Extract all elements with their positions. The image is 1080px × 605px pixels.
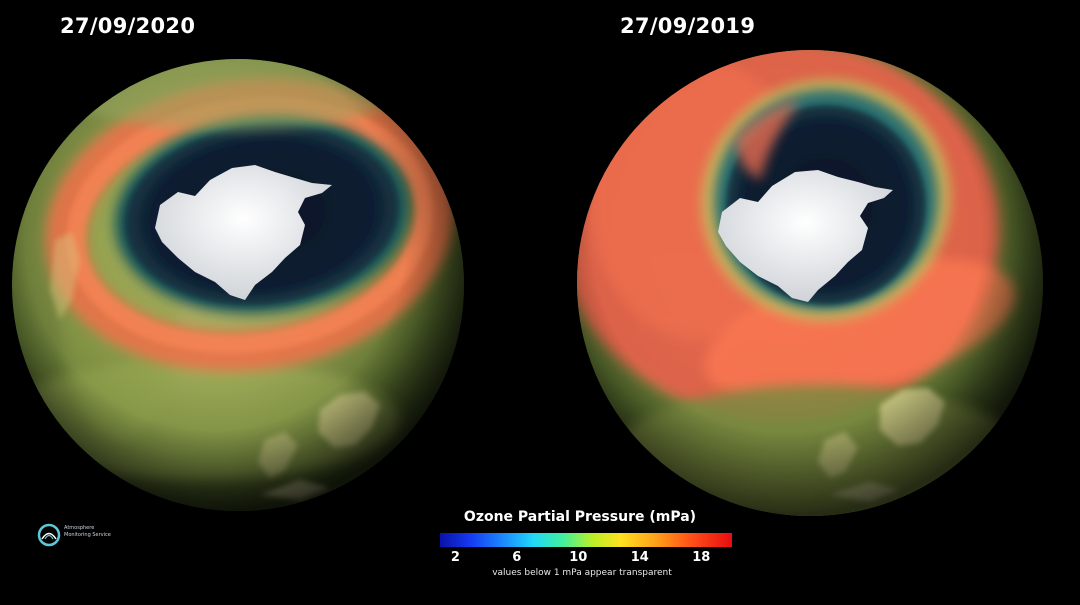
colorbar: Ozone Partial Pressure (mPa) 2 6 10 14 18 va… bbox=[420, 505, 740, 585]
logo-line-2: Monitoring Service bbox=[64, 532, 111, 538]
logo-text: Atmosphere Monitoring Service bbox=[64, 525, 111, 539]
logo-line-1: Atmosphere bbox=[64, 525, 95, 531]
colorbar-note: values below 1 mPa appear transparent bbox=[492, 568, 672, 578]
colorbar-tick-label: 10 bbox=[569, 550, 588, 565]
globe-2020 bbox=[12, 59, 464, 511]
colorbar-tick-label: 14 bbox=[630, 550, 649, 565]
colorbar-tick-label: 18 bbox=[692, 550, 711, 565]
cams-logo: Atmosphere Monitoring Service bbox=[36, 520, 156, 550]
cams-logo-icon bbox=[37, 523, 61, 547]
colorbar-gradient bbox=[440, 533, 732, 547]
panel-date-2020: 27/09/2020 bbox=[60, 14, 196, 38]
colorbar-tick-label: 2 bbox=[450, 550, 460, 565]
panel-date-2019: 27/09/2019 bbox=[620, 14, 756, 38]
globe-2019 bbox=[577, 50, 1043, 516]
colorbar-title: Ozone Partial Pressure (mPa) bbox=[463, 509, 697, 525]
colorbar-tick-label: 6 bbox=[512, 550, 522, 565]
